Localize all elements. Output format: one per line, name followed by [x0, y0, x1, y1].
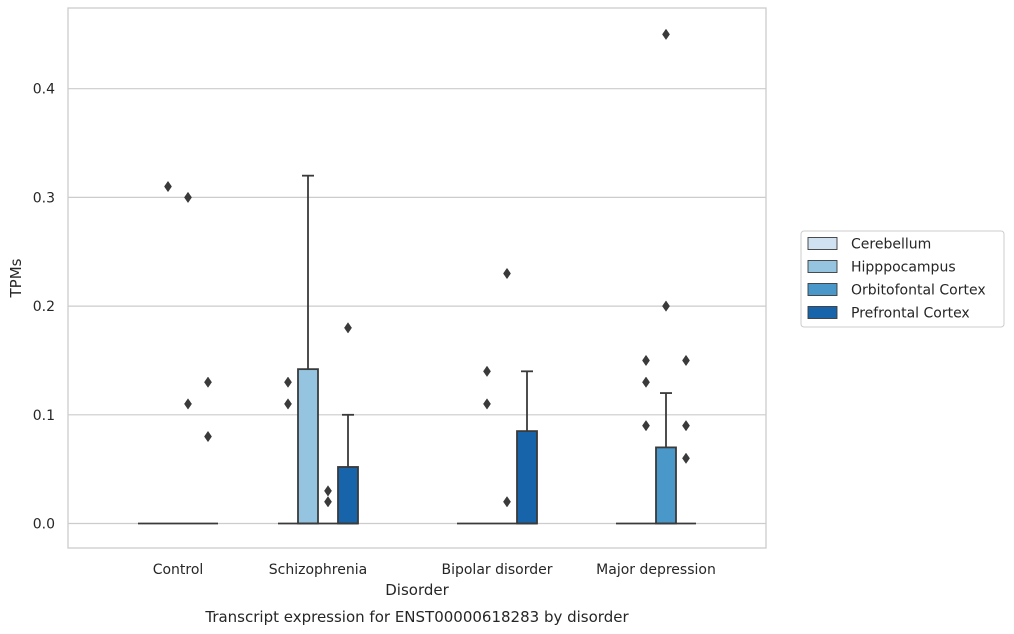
- flier-point: [344, 322, 352, 334]
- flier-point: [642, 354, 650, 367]
- legend-swatch: [807, 283, 838, 296]
- x-tick-label: Control: [153, 562, 204, 578]
- y-tick-label: 0.0: [33, 517, 55, 533]
- flier-point: [642, 376, 650, 388]
- flier-point: [204, 376, 212, 388]
- y-tick-label: 0.2: [33, 299, 55, 315]
- legend: Cerebellum Hipppocampus Orbitofontal Corte…: [800, 230, 1005, 328]
- box: [297, 368, 319, 525]
- legend-swatch: [807, 237, 838, 250]
- flier-point: [662, 300, 670, 312]
- flier-point: [682, 420, 690, 432]
- flier-point: [682, 452, 690, 464]
- y-tick-label: 0.3: [33, 190, 55, 206]
- legend-swatch: [807, 306, 838, 319]
- y-tick-labels: 0.0 0.1 0.2 0.3 0.4: [33, 82, 55, 533]
- legend-label: Cerebellum: [851, 237, 931, 253]
- legend-label: Prefrontal Cortex: [851, 306, 970, 322]
- flier-point: [184, 398, 192, 410]
- flier-point: [184, 191, 192, 204]
- flier-point: [164, 180, 172, 193]
- flier-point: [284, 376, 292, 388]
- flier-point: [204, 430, 212, 443]
- y-axis-label: TPMs: [7, 258, 25, 298]
- x-tick-label: Schizophrenia: [269, 562, 367, 578]
- y-tick-label: 0.4: [33, 82, 55, 98]
- legend-label: Hipppocampus: [851, 260, 956, 276]
- flier-point: [503, 496, 511, 508]
- box: [655, 446, 677, 525]
- flier-point: [483, 398, 491, 410]
- legend-frame: [800, 230, 1005, 328]
- flier-point: [284, 398, 292, 410]
- flier-point: [682, 354, 690, 367]
- flier-point: [324, 485, 332, 497]
- box: [337, 466, 359, 525]
- legend-label: Orbitofontal Cortex: [851, 283, 986, 299]
- plot-frame: [67, 7, 767, 549]
- flier-point: [503, 267, 511, 280]
- x-tick-labels: Control Schizophrenia Bipolar disorder Majo…: [153, 562, 716, 578]
- flier-point: [483, 365, 491, 377]
- legend-swatch: [807, 260, 838, 273]
- chart-caption: Transcript expression for ENST0000061828…: [204, 608, 629, 626]
- flier-point: [662, 28, 670, 40]
- x-tick-label: Major depression: [596, 562, 716, 578]
- x-axis-label: Disorder: [385, 581, 449, 599]
- flier-point: [324, 496, 332, 508]
- x-tick-label: Bipolar disorder: [441, 562, 552, 578]
- box: [516, 430, 538, 525]
- flier-point: [642, 420, 650, 432]
- box-layer: [138, 28, 696, 525]
- y-tick-label: 0.1: [33, 408, 55, 424]
